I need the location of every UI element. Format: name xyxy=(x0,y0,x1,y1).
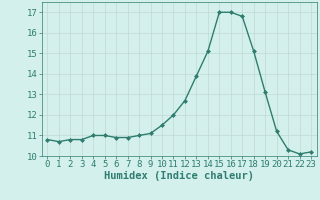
X-axis label: Humidex (Indice chaleur): Humidex (Indice chaleur) xyxy=(104,171,254,181)
